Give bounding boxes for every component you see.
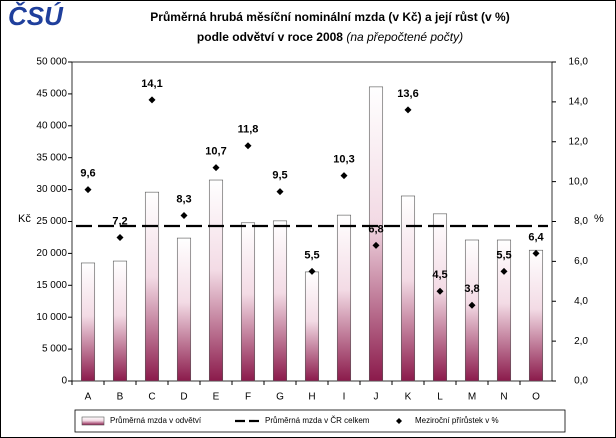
bar xyxy=(400,195,416,382)
x-tick-label: K xyxy=(405,392,412,403)
x-tick-label: G xyxy=(276,392,284,403)
data-label: 5,5 xyxy=(304,249,319,261)
legend-label: Meziroční přírůstek v % xyxy=(415,416,499,425)
y2-tick-label: 4,0 xyxy=(574,296,588,307)
growth-marker xyxy=(372,241,380,249)
x-tick-label: A xyxy=(85,392,92,403)
data-label: 11,8 xyxy=(238,124,259,136)
legend-swatch xyxy=(396,418,402,424)
x-tick-label: J xyxy=(374,392,379,403)
x-tick-label: B xyxy=(117,392,124,403)
bar xyxy=(112,260,128,382)
growth-marker xyxy=(404,106,412,114)
y-tick-label: 40 000 xyxy=(36,120,67,131)
x-tick-label: E xyxy=(213,392,220,403)
growth-marker xyxy=(468,301,476,309)
bar xyxy=(464,239,480,382)
y-tick-label: 20 000 xyxy=(36,248,67,259)
y2-tick-label: 6,0 xyxy=(574,256,588,267)
logo: ČSÚ xyxy=(8,1,64,31)
growth-marker xyxy=(308,267,316,275)
y2-tick-label: 10,0 xyxy=(569,176,589,187)
growth-marker xyxy=(212,164,220,172)
y-tick-label: 15 000 xyxy=(36,280,67,291)
chart-subtitle: podle odvětví v roce 2008 (na přepočtené… xyxy=(197,30,463,44)
x-tick-label: O xyxy=(532,392,540,403)
legend-box xyxy=(74,409,566,433)
legend-label: Průměrná mzda v ČR celkem xyxy=(265,416,370,425)
y2-tick-label: 8,0 xyxy=(574,216,588,227)
y2-axis-label: % xyxy=(594,213,604,225)
bar xyxy=(368,86,384,382)
growth-marker xyxy=(148,96,156,104)
data-label: 4,5 xyxy=(432,269,447,281)
y2-tick-label: 2,0 xyxy=(574,336,588,347)
y-tick-label: 10 000 xyxy=(36,312,67,323)
bar xyxy=(240,222,256,382)
data-label: 3,8 xyxy=(464,283,479,295)
bar xyxy=(176,237,192,382)
growth-marker xyxy=(436,287,444,295)
chart-title: Průměrná hrubá měsíční nominální mzda (v… xyxy=(150,10,509,24)
data-label: 10,3 xyxy=(333,154,354,166)
y-axis-label: Kč xyxy=(18,213,31,225)
bar xyxy=(272,220,288,382)
data-label: 14,1 xyxy=(141,78,162,90)
x-tick-label: L xyxy=(437,392,443,403)
growth-marker xyxy=(340,172,348,180)
data-label: 6,8 xyxy=(368,223,383,235)
data-label: 8,3 xyxy=(176,193,191,205)
data-label: 9,6 xyxy=(80,168,95,180)
growth-marker xyxy=(500,267,508,275)
subtitle: podle odvětví v roce 2008 xyxy=(197,30,343,44)
bar xyxy=(432,213,448,382)
bar xyxy=(336,214,352,382)
bar xyxy=(304,271,320,382)
bar xyxy=(144,191,160,382)
growth-marker xyxy=(116,233,124,241)
y-tick-label: 25 000 xyxy=(36,216,67,227)
y-tick-label: 45 000 xyxy=(36,89,67,100)
growth-marker xyxy=(276,188,284,196)
subtitle-note: (na přepočtené počty) xyxy=(346,30,463,44)
data-label: 13,6 xyxy=(397,88,418,100)
y2-tick-label: 16,0 xyxy=(569,57,589,68)
growth-marker xyxy=(244,142,252,150)
bar xyxy=(528,249,544,382)
y-tick-label: 5 000 xyxy=(42,344,67,355)
y2-tick-label: 12,0 xyxy=(569,136,589,147)
data-label: 10,7 xyxy=(205,146,226,158)
growth-marker xyxy=(84,186,92,194)
x-tick-label: F xyxy=(245,392,251,403)
x-tick-label: I xyxy=(343,392,346,403)
growth-marker xyxy=(532,249,540,257)
data-label: 7,2 xyxy=(112,215,127,227)
legend-label: Průměrná mzda v odvětví xyxy=(110,416,202,425)
data-label: 5,5 xyxy=(496,249,511,261)
data-label: 6,4 xyxy=(528,231,544,243)
bar xyxy=(80,262,96,382)
growth-marker xyxy=(180,212,188,220)
x-tick-label: C xyxy=(148,392,155,403)
y2-tick-label: 0,0 xyxy=(574,376,588,387)
y-tick-label: 0 xyxy=(61,376,67,387)
y2-tick-label: 14,0 xyxy=(569,97,589,108)
legend-swatch xyxy=(81,416,105,426)
x-tick-label: N xyxy=(500,392,507,403)
x-tick-label: D xyxy=(180,392,187,403)
y-tick-label: 30 000 xyxy=(36,184,67,195)
data-label: 9,5 xyxy=(272,170,287,182)
y-tick-label: 50 000 xyxy=(36,57,67,68)
y-tick-label: 35 000 xyxy=(36,152,67,163)
x-tick-label: M xyxy=(468,392,476,403)
bar xyxy=(208,179,224,382)
bar xyxy=(496,239,512,382)
x-tick-label: H xyxy=(308,392,315,403)
